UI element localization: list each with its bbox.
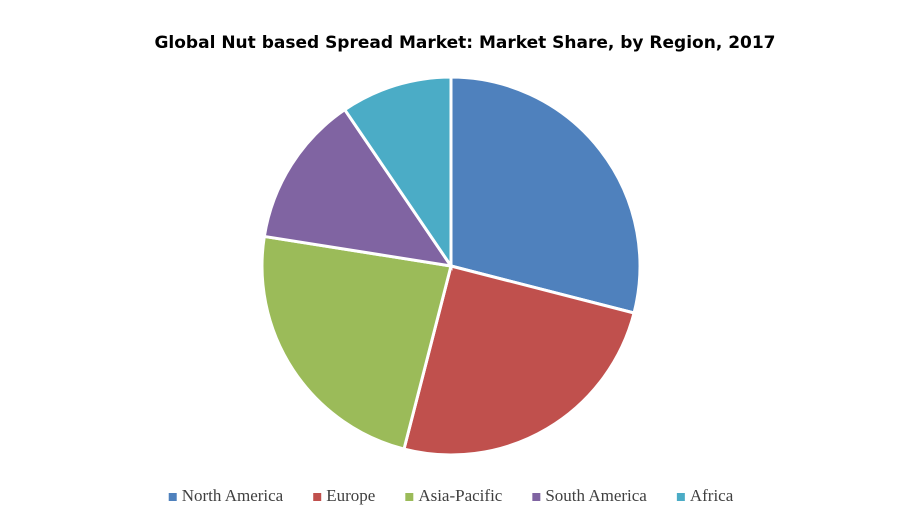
pie-slice (402, 264, 636, 457)
legend-marker (532, 493, 541, 501)
pie-slice (262, 107, 455, 269)
legend-label: Africa (690, 486, 734, 505)
legend-marker (168, 493, 177, 501)
legend-label: North America (182, 486, 284, 505)
legend-marker (405, 493, 414, 501)
legend-label: South America (545, 486, 647, 505)
pie-slice (449, 75, 642, 315)
pie-slice (260, 234, 453, 451)
legend-label: Asia-Pacific (418, 486, 502, 505)
legend-marker (676, 493, 685, 501)
legend: North America Europe Asia-Pacific South Ame… (168, 486, 734, 505)
legend-label: Europe (326, 486, 375, 505)
chart-title: Global Nut based Spread Market: Market S… (154, 33, 775, 53)
legend-marker (313, 493, 322, 501)
pie-slice (342, 75, 453, 271)
